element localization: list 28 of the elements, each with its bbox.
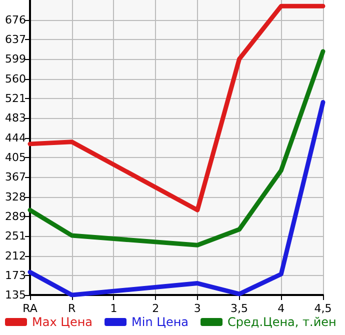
y-tick-label: 173 [5,269,26,282]
y-tick-label: 405 [5,151,26,164]
y-tick-label: 328 [5,190,26,204]
x-tick-label: RA [22,302,38,315]
legend-label: Min Цена [132,315,189,329]
x-tick-label: 3 [194,302,201,315]
y-tick-label: 251 [5,230,26,242]
legend-label: Max Цена [32,315,93,329]
y-tick-label: 444 [5,131,26,144]
line-series [28,4,326,212]
x-tick-label: 1 [110,302,118,315]
x-tick-label: 4 [278,302,285,315]
x-tick-label: R [68,302,76,315]
x-tick-label: 2 [152,302,160,315]
y-tick-label: 676 [5,13,26,26]
y-tick-label: 483 [5,112,26,124]
y-tick-label: 599 [5,52,26,66]
y-tick-label: 560 [5,72,26,86]
y-tick-label: 367 [5,170,26,184]
y-tick-label: 212 [5,249,26,262]
x-tick-label: 3,5 [230,302,248,315]
line-series [28,49,326,248]
y-tick-label: 521 [5,92,26,106]
legend-label: Сред.Цена, т.йен [228,315,336,329]
y-tick-label: 637 [5,33,26,46]
y-tick-label: 289 [5,210,26,224]
y-tick-label: 135 [5,288,26,302]
x-tick-label: 4,5 [314,302,332,315]
